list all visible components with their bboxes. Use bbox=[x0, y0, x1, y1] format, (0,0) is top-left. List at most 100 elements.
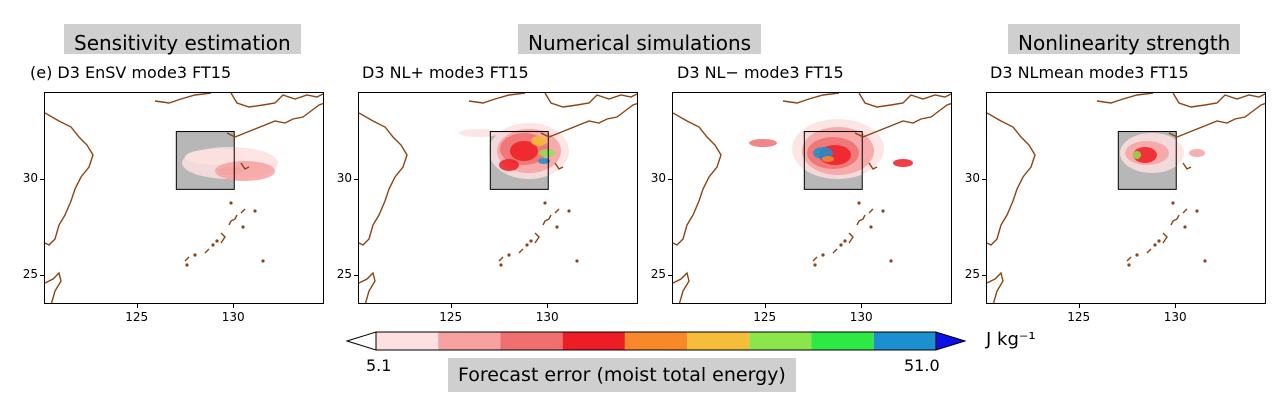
coastline bbox=[782, 93, 840, 104]
colorbar-segment bbox=[811, 332, 874, 350]
colorbar-outline bbox=[375, 331, 937, 351]
coastline bbox=[226, 102, 323, 138]
coastline bbox=[1182, 208, 1188, 214]
section-label-nonlinearity: Nonlinearity strength bbox=[1008, 24, 1241, 55]
coastline bbox=[542, 214, 552, 226]
island bbox=[543, 201, 547, 205]
y-tick-mark bbox=[354, 275, 358, 277]
coastline bbox=[540, 102, 637, 138]
coastline bbox=[673, 112, 722, 246]
coastline bbox=[1168, 102, 1265, 138]
map-svg-2 bbox=[359, 93, 637, 303]
y-tick-label: 30 bbox=[650, 170, 666, 185]
coastline bbox=[673, 271, 690, 303]
island bbox=[555, 225, 559, 229]
colorbar-min-label: 5.1 bbox=[366, 356, 392, 375]
map-panel-2 bbox=[358, 92, 638, 304]
coastline bbox=[554, 162, 564, 170]
coastline bbox=[359, 112, 408, 246]
y-tick-mark bbox=[668, 178, 672, 180]
error-field bbox=[182, 147, 278, 181]
coastline bbox=[534, 232, 540, 244]
colorbar-caption: Forecast error (moist total energy) bbox=[448, 358, 796, 392]
colorbar-segment bbox=[687, 332, 750, 350]
colorbar bbox=[346, 331, 966, 351]
y-tick-label: 25 bbox=[22, 267, 38, 282]
error-contour bbox=[459, 129, 499, 137]
colorbar-over-triangle bbox=[935, 331, 966, 351]
coastline bbox=[468, 93, 526, 104]
map-layer-3 bbox=[673, 93, 951, 303]
map-layer-2 bbox=[359, 93, 637, 303]
island bbox=[889, 259, 893, 263]
island bbox=[1203, 259, 1207, 263]
error-contour bbox=[1133, 147, 1157, 163]
coastline bbox=[1172, 93, 1265, 108]
coastline bbox=[554, 208, 560, 214]
island bbox=[211, 243, 215, 247]
colorbar-segment bbox=[438, 332, 501, 350]
error-contour bbox=[822, 156, 834, 162]
y-tick-mark bbox=[982, 275, 986, 277]
panel-title-3: D3 NL− mode3 FT15 bbox=[677, 63, 844, 82]
colorbar-segment bbox=[562, 332, 625, 350]
coastline bbox=[498, 256, 504, 262]
error-contour bbox=[1189, 149, 1205, 157]
panel-title-2: D3 NL+ mode3 FT15 bbox=[362, 63, 529, 82]
coastline bbox=[154, 93, 212, 104]
x-tick-label: 130 bbox=[221, 310, 245, 324]
map-layer-1 bbox=[45, 93, 323, 303]
y-tick-label: 25 bbox=[336, 267, 352, 282]
island bbox=[575, 259, 579, 263]
island bbox=[1135, 253, 1139, 257]
x-tick-mark bbox=[1078, 304, 1080, 308]
island bbox=[499, 263, 503, 267]
y-tick-label: 30 bbox=[22, 170, 38, 185]
island bbox=[1153, 243, 1157, 247]
coastline bbox=[204, 248, 210, 254]
map-svg-3 bbox=[673, 93, 951, 303]
map-svg-1 bbox=[45, 93, 323, 303]
section-label-sensitivity: Sensitivity estimation bbox=[64, 24, 301, 55]
map-panel-3 bbox=[672, 92, 952, 304]
map-panel-4 bbox=[986, 92, 1266, 304]
colorbar-unit: J kg⁻¹ bbox=[986, 329, 1036, 350]
coastline bbox=[858, 93, 951, 108]
coastline bbox=[812, 256, 818, 262]
coastline bbox=[1162, 232, 1168, 244]
error-contour bbox=[215, 161, 275, 181]
island bbox=[241, 225, 245, 229]
colorbar-segment bbox=[873, 332, 936, 350]
coastline bbox=[1170, 214, 1180, 226]
coastline bbox=[1146, 248, 1152, 254]
island bbox=[229, 201, 233, 205]
coastline bbox=[856, 214, 866, 226]
y-tick-label: 25 bbox=[650, 267, 666, 282]
error-field bbox=[1120, 133, 1205, 173]
island bbox=[1157, 239, 1161, 243]
colorbar-under-triangle bbox=[346, 331, 377, 351]
region-box-outline bbox=[175, 131, 235, 190]
x-tick-mark bbox=[136, 304, 138, 308]
error-contour bbox=[510, 141, 538, 161]
x-tick-mark bbox=[450, 304, 452, 308]
island bbox=[253, 209, 257, 213]
section-label-simulations: Numerical simulations bbox=[518, 24, 762, 55]
x-tick-label: 130 bbox=[1163, 310, 1187, 324]
coastline bbox=[987, 271, 1004, 303]
coastline bbox=[1096, 93, 1154, 104]
y-tick-mark bbox=[982, 178, 986, 180]
island bbox=[843, 239, 847, 243]
x-tick-mark bbox=[861, 304, 863, 308]
island bbox=[857, 201, 861, 205]
x-tick-label: 130 bbox=[849, 310, 873, 324]
x-tick-label: 125 bbox=[1067, 310, 1091, 324]
colorbar-segment bbox=[376, 332, 439, 350]
region-box-outline bbox=[803, 131, 863, 190]
error-contour bbox=[1133, 151, 1141, 159]
island bbox=[215, 239, 219, 243]
x-tick-label: 125 bbox=[439, 310, 463, 324]
error-contour bbox=[499, 159, 519, 171]
error-contour bbox=[531, 136, 547, 146]
coastline bbox=[230, 93, 323, 108]
